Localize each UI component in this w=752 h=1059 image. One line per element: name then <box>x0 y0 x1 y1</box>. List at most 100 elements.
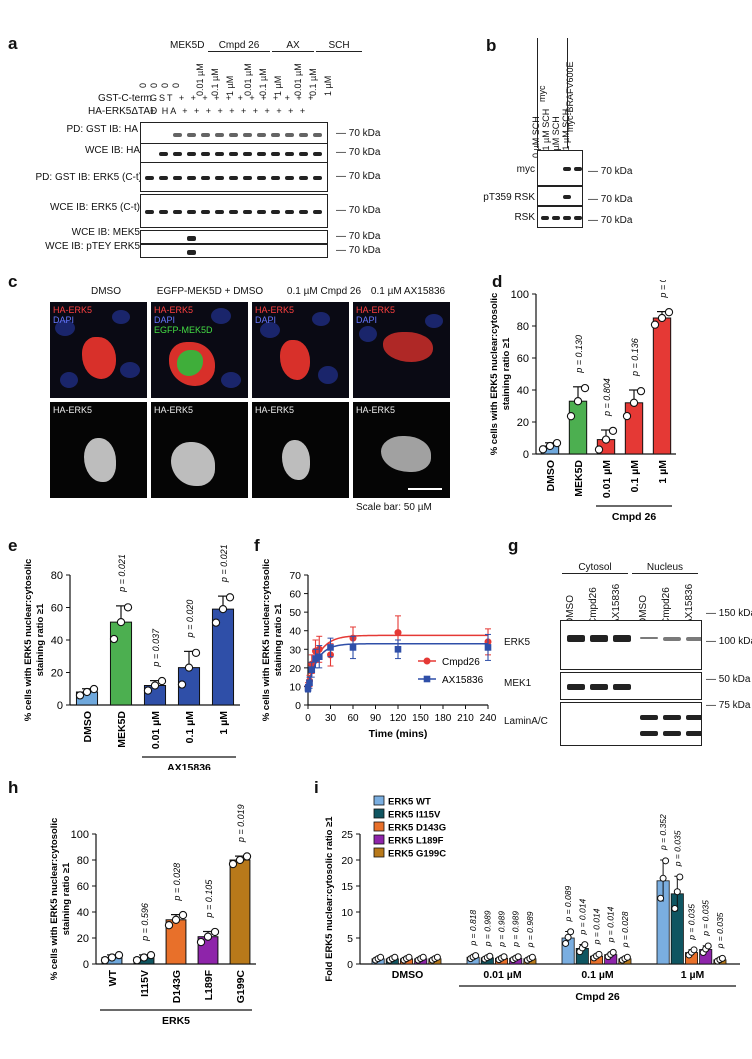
kda-marker-g: — 150 kDa <box>706 608 752 619</box>
category-label: 1 µM <box>681 969 705 981</box>
blot-label-b: myc <box>516 164 535 175</box>
y-axis-label: % cells with ERK5 nuclear:cytosolicstain… <box>261 559 284 722</box>
blot-band <box>173 133 182 137</box>
blot-band <box>299 152 308 156</box>
p-value: p = 0.818 <box>468 910 478 947</box>
replicate-dot <box>171 915 181 924</box>
col-title-4: 0.1 µM AX15836 <box>370 286 446 297</box>
replicate-dot <box>566 412 576 421</box>
replicate-dot <box>545 441 555 451</box>
p-value: p = 0.989 <box>525 911 535 948</box>
p-value: p = 0.089 <box>563 886 573 923</box>
kda-marker-b: — 70 kDa <box>588 194 633 205</box>
replicate-dot <box>433 953 441 961</box>
category-label: 0.01 µM <box>601 460 613 498</box>
p-value: p = 0.035 <box>701 900 711 937</box>
p-value: p = 0.014 <box>577 899 587 936</box>
label-ha-erk5-gray: HA-ERK5 <box>53 405 93 415</box>
y-tick-label: 100 <box>71 829 89 841</box>
conc-label: 0.1 µM <box>258 68 268 96</box>
legend-label: ERK5 I115V <box>388 810 441 821</box>
legend-label: AX15836 <box>442 675 484 686</box>
category-label: 1 µM <box>218 711 230 735</box>
row-gst-label: GST-C-term <box>98 93 152 104</box>
replicate-dot <box>662 857 670 865</box>
p-value: p = 0.130 <box>574 335 584 374</box>
kda-marker: — 70 kDa <box>336 128 381 139</box>
category-label: MEK5D <box>573 460 585 497</box>
blot-label: WCE IB: pTEY ERK5 <box>45 241 140 252</box>
legend-swatch <box>373 821 385 832</box>
row-ha-label: HA-ERK5ΔTAD <box>88 106 158 117</box>
y-tick-label: 40 <box>289 626 301 638</box>
blot-band <box>299 176 308 180</box>
blot-band <box>299 133 308 137</box>
y-tick-label: 60 <box>517 353 529 365</box>
blot-band <box>257 210 266 214</box>
y-tick-label: 80 <box>51 570 63 582</box>
row-gst-values: GST + + + + + + + + + + + + <box>150 93 316 103</box>
blot-band <box>285 210 294 214</box>
y-tick-label: 40 <box>77 907 89 919</box>
label-ha-erk5-gray: HA-ERK5 <box>154 405 194 415</box>
p-value: p = 0.019 <box>236 804 246 843</box>
panel-label-b: b <box>486 36 497 55</box>
header-sch: SCH <box>316 40 362 52</box>
category-label: I115V <box>139 970 151 997</box>
blot-strip <box>140 143 328 163</box>
replicate-dot <box>601 435 611 444</box>
replicate-dot <box>580 383 590 393</box>
blot-band <box>187 210 196 214</box>
chart-e: 0 20 40 60 80 % cells with ERK5 nuclear:cytos… <box>23 545 240 770</box>
replicate-dot <box>573 397 583 406</box>
blot-band <box>229 152 238 156</box>
cell-ax15836-color: HA-ERK5 DAPI <box>353 302 450 398</box>
blot-strip <box>140 122 328 146</box>
blot-band <box>313 133 322 137</box>
y-tick-label: 30 <box>289 644 301 656</box>
legend-label: ERK5 D143G <box>388 823 446 834</box>
blot-band <box>299 210 308 214</box>
blot-band <box>285 152 294 156</box>
blot-band-b <box>574 216 582 220</box>
category-label: 0.01 µM <box>150 711 162 749</box>
kda-marker: — 70 kDa <box>336 205 381 216</box>
replicate-dot <box>564 933 572 941</box>
data-point <box>349 644 357 651</box>
blot-label-g: ERK5 <box>504 637 531 648</box>
blot-band <box>229 133 238 137</box>
blot-band-g <box>663 715 681 720</box>
p-value: p = 0.028 <box>172 863 182 902</box>
label-dapi: DAPI <box>255 315 277 325</box>
legend-marker <box>423 675 431 683</box>
blot-band <box>145 210 154 214</box>
blot-band <box>257 176 266 180</box>
replicate-dot <box>82 687 92 697</box>
x-tick-label: 0 <box>305 713 311 724</box>
replicate-dot <box>196 937 206 947</box>
replicate-dot <box>143 686 153 695</box>
group-label: Cmpd 26 <box>612 511 657 523</box>
blot-band <box>215 176 224 180</box>
category-label: L189F <box>203 969 215 1000</box>
replicate-dot <box>109 634 119 644</box>
y-tick-label: 80 <box>517 321 529 333</box>
lane-label-g: AX15836 <box>611 583 622 625</box>
data-point <box>394 629 402 637</box>
y-label-line1: % cells with ERK5 nuclear:cytosolic <box>49 818 60 981</box>
legend-marker <box>423 657 431 665</box>
conc-label: 0 <box>138 82 148 88</box>
label-dapi: DAPI <box>356 315 378 325</box>
y-tick-label: 5 <box>347 933 353 945</box>
cell-mek5d-color: HA-ERK5 DAPI EGFP-MEK5D <box>151 302 248 398</box>
blot-band <box>173 210 182 214</box>
y-label-line2: staining ratio ≥1 <box>61 862 72 935</box>
p-value: p = 0.989 <box>482 910 492 947</box>
blot-band <box>257 133 266 137</box>
blot-band <box>187 152 196 156</box>
blot-band <box>271 210 280 214</box>
blot-label-g: MEK1 <box>504 678 532 689</box>
y-tick-label: 15 <box>341 881 353 893</box>
blot-band-g <box>640 637 658 639</box>
